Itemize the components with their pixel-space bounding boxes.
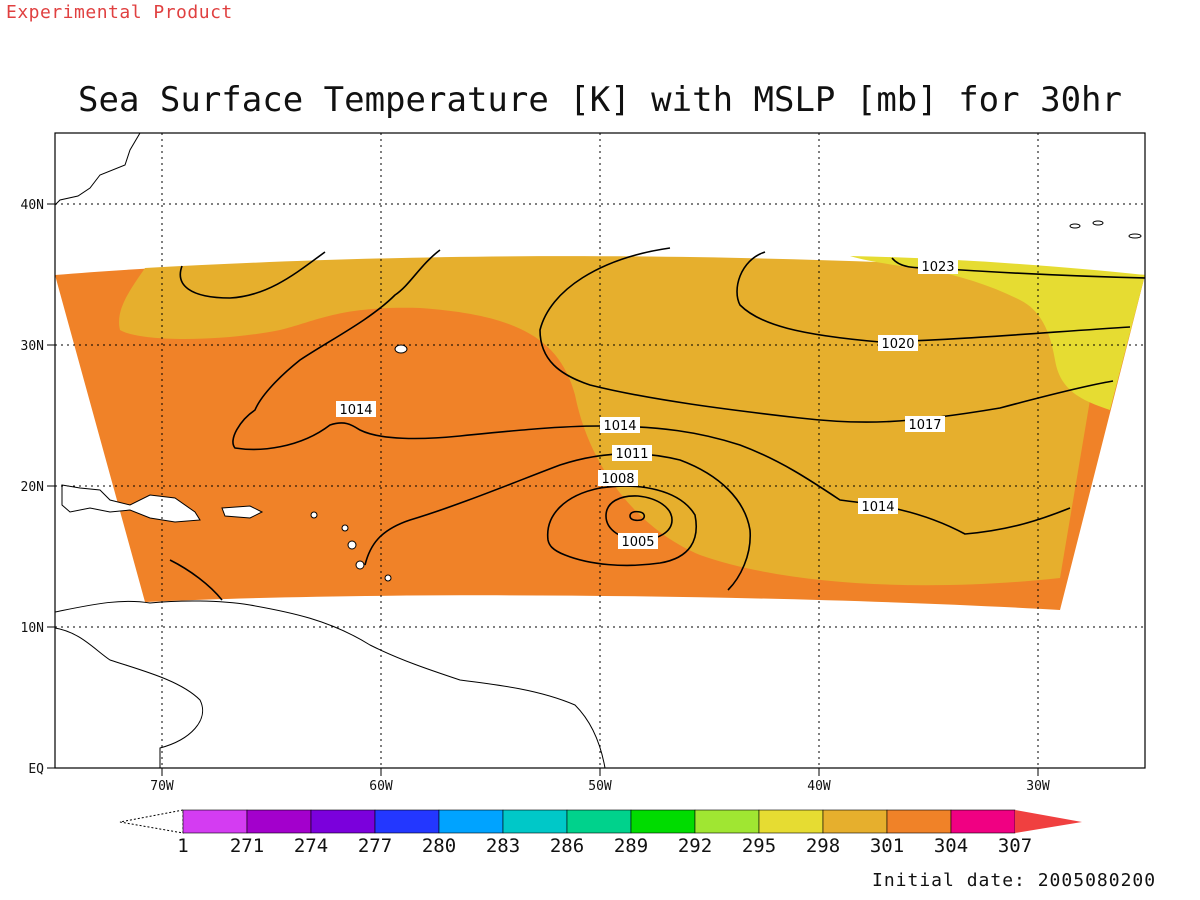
- contour-1011: [364, 452, 751, 591]
- colorbar-box: [566, 809, 632, 834]
- contour-low-center: [629, 510, 646, 522]
- lat-labels: EQ 10N 20N 30N 40N: [21, 198, 45, 777]
- contour-label: 1023: [918, 258, 958, 275]
- experimental-product-label: Experimental Product: [6, 2, 233, 23]
- colorbar-label: 307: [998, 835, 1032, 857]
- colorbar-boxes: [182, 809, 1016, 834]
- contour-1014-west: [232, 249, 1071, 535]
- island: [355, 560, 365, 570]
- contour-label-text: 1023: [921, 260, 954, 275]
- cuba-hispaniola: [61, 484, 201, 523]
- contour-1023: [891, 257, 1146, 279]
- colorbar-box: [822, 809, 888, 834]
- colorbar-box: [758, 809, 824, 834]
- mslp-contours: [169, 247, 1146, 601]
- contour-label-text: 1014: [861, 500, 894, 515]
- colorbar-box: [694, 809, 760, 834]
- contour-label: 1017: [905, 416, 945, 433]
- north-america-coast: [54, 132, 141, 207]
- contour-label: 1014: [336, 401, 376, 418]
- contour-label-text: 1005: [621, 535, 654, 550]
- coastlines: [54, 132, 1142, 769]
- island: [347, 540, 357, 550]
- colorbar-box: [182, 809, 248, 834]
- contour-label-text: 1011: [615, 447, 648, 462]
- colorbar-label: 295: [742, 835, 776, 857]
- contour-label-text: 1008: [601, 472, 634, 487]
- contour-label-text: 1017: [908, 418, 941, 433]
- colorbar: 1 271 274 277 280 283 286 289 292 295 298 301 304 307: [119, 809, 1082, 857]
- sst-region-298: [850, 256, 1145, 410]
- colorbar-left-arrow: [119, 809, 184, 834]
- contour-label-text: 1014: [339, 403, 372, 418]
- colorbar-label: 286: [550, 835, 584, 857]
- initial-date: Initial date: 2005080200: [872, 870, 1157, 891]
- colorbar-label: 304: [934, 835, 968, 857]
- colorbar-right-arrow: [1015, 810, 1082, 833]
- map-title: Sea Surface Temperature [K] with MSLP [m…: [78, 80, 1122, 120]
- south-america: [54, 600, 606, 769]
- colorbar-label: 271: [230, 835, 264, 857]
- contour-1017-sw: [169, 559, 223, 601]
- lon-labels: 70W 60W 50W 40W 30W: [150, 779, 1050, 794]
- azores-island: [1069, 223, 1081, 229]
- contour-label: 1014: [858, 498, 898, 515]
- island: [310, 511, 318, 519]
- contour-labels: 1023 1020 1017 1014 1014 1014 1011 1008 …: [336, 258, 958, 550]
- contour-label-text: 1020: [881, 337, 914, 352]
- colorbar-label: 301: [870, 835, 904, 857]
- colorbar-label: 277: [358, 835, 392, 857]
- colorbar-label: 280: [422, 835, 456, 857]
- contour-label: 1008: [598, 470, 638, 487]
- azores-island: [1128, 233, 1142, 239]
- contour-1008: [546, 485, 697, 567]
- colorbar-box: [502, 809, 568, 834]
- contour-label: 1011: [612, 445, 652, 462]
- lon-label: 30W: [1026, 779, 1050, 794]
- colorbar-label: 292: [678, 835, 712, 857]
- azores-island: [1092, 220, 1104, 226]
- colorbar-label: 1: [177, 835, 188, 857]
- contour-label-text: 1014: [603, 419, 636, 434]
- contour-label: 1020: [878, 335, 918, 352]
- colorbar-label: 283: [486, 835, 520, 857]
- contour-1020-north: [736, 251, 1131, 343]
- colorbar-box: [438, 809, 504, 834]
- ticks: [47, 203, 1039, 776]
- bermuda: [394, 344, 408, 354]
- lat-label: 10N: [21, 621, 44, 636]
- colorbar-box: [246, 809, 312, 834]
- puerto-rico: [221, 505, 264, 519]
- lat-label: 20N: [21, 480, 44, 495]
- colorbar-box: [630, 809, 696, 834]
- colorbar-box: [886, 809, 952, 834]
- lon-label: 50W: [588, 779, 612, 794]
- lon-label: 40W: [807, 779, 831, 794]
- colorbar-box: [950, 809, 1016, 834]
- colorbar-label: 274: [294, 835, 328, 857]
- colorbar-box: [374, 809, 440, 834]
- contour-1017: [539, 247, 1114, 423]
- lon-label: 60W: [369, 779, 393, 794]
- island: [384, 574, 392, 582]
- island: [341, 524, 349, 532]
- colorbar-label: 289: [614, 835, 648, 857]
- lat-label: EQ: [28, 762, 44, 777]
- lat-label: 40N: [21, 198, 44, 213]
- contour-label: 1005: [618, 533, 658, 550]
- colorbar-labels: 1 271 274 277 280 283 286 289 292 295 298 301 304 307: [177, 835, 1032, 857]
- colorbar-label: 298: [806, 835, 840, 857]
- lon-label: 70W: [150, 779, 174, 794]
- contour-1020-west: [179, 251, 326, 299]
- contour-label: 1014: [600, 417, 640, 434]
- colorbar-box: [310, 809, 376, 834]
- lat-label: 30N: [21, 339, 44, 354]
- grid: [55, 133, 1145, 768]
